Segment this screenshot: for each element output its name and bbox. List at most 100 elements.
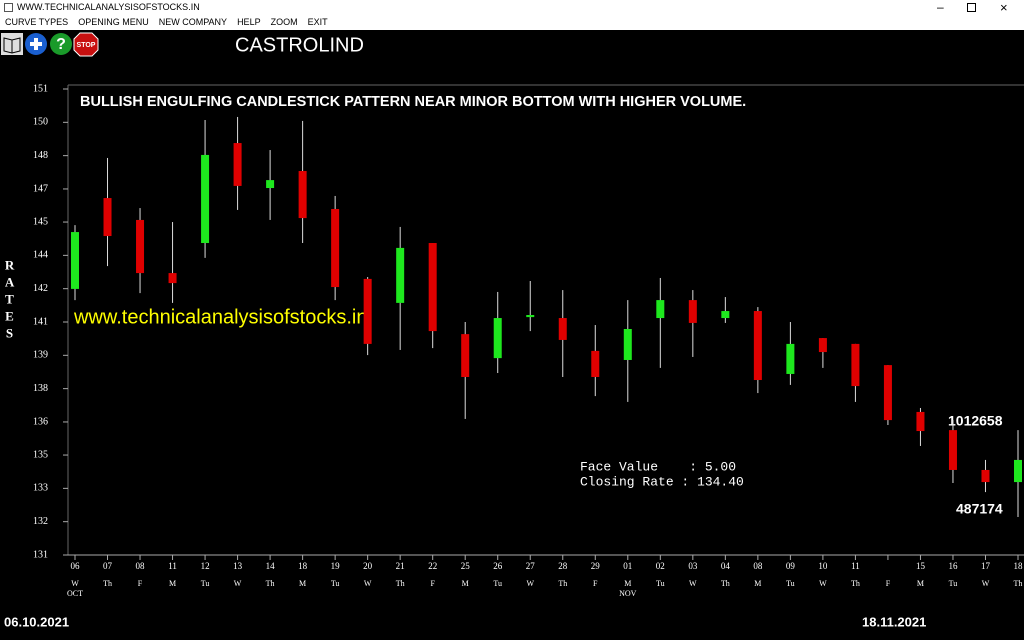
candle-body [493,318,502,359]
weekday-label: F [593,579,598,588]
weekday-label: M [462,579,469,588]
y-tick-label: 144 [33,250,48,261]
candle-body [591,350,600,377]
x-tick-label: 11 [851,561,860,571]
weekday-label: Th [851,579,860,588]
x-tick-label: 16 [948,561,958,571]
candle-body [558,318,567,340]
candle-body [363,278,372,344]
x-tick-label: 26 [493,561,503,571]
weekday-label: W [526,579,534,588]
x-tick-label: 28 [558,561,568,571]
y-tick-label: 147 [33,183,48,194]
weekday-label: Th [558,579,567,588]
menu-item[interactable]: NEW COMPANY [158,17,228,27]
weekday-label: Th [1014,579,1023,588]
help-icon: ? [56,36,66,53]
y-tick-label: 150 [33,117,48,128]
candle-body [656,300,665,319]
window-title: WWW.TECHNICALANALYSISOFSTOCKS.IN [17,2,200,12]
x-tick-label: 10 [818,561,828,571]
candle-body [71,232,79,289]
weekday-label: Th [396,579,405,588]
menu-item[interactable]: OPENING MENU [78,17,149,27]
x-tick-label: 29 [591,561,601,571]
candle-body [266,180,275,189]
candle-body [916,411,925,432]
minimize[interactable]: – [937,0,944,14]
menu-item[interactable]: EXIT [307,17,328,27]
help-button[interactable] [50,33,72,55]
candle-body [753,311,762,381]
candle-body [883,365,892,421]
x-tick-label: 27 [526,561,536,571]
weekday-label: M [299,579,306,588]
x-tick-label: 04 [721,561,731,571]
x-tick-label: 18 [298,561,308,571]
candle-body [623,328,632,360]
weekday-label: W [364,579,372,588]
stop-label: STOP [77,42,96,49]
weekday-label: M [624,579,631,588]
end-date: 18.11.2021 [862,614,926,629]
watermark: www.technicalanalysisofstocks.in [73,306,367,328]
candle-body [981,469,990,483]
y-tick-label: 142 [33,283,48,294]
app-icon [4,3,13,12]
candle-body [948,430,957,470]
x-tick-label: 17 [981,561,991,571]
x-tick-label: 03 [688,561,698,571]
y-tick-label: 132 [33,516,48,527]
menu-bar: CURVE TYPES OPENING MENU NEW COMPANY HELP ZO… [0,15,1024,30]
month-label: OCT [67,589,83,598]
month-label: NOV [619,589,637,598]
weekday-label: W [71,579,79,588]
x-tick-label: 08 [136,561,146,571]
weekday-label: M [754,579,761,588]
candle-body [103,198,112,237]
candle-body [233,143,242,186]
candle-body [526,315,535,318]
x-tick-label: 22 [428,561,437,571]
y-tick-label: 145 [33,216,48,227]
x-tick-label: 02 [656,561,665,571]
candle-body [428,243,437,332]
y-tick-label: 148 [33,150,48,161]
restore[interactable] [967,3,976,12]
x-tick-label: 18 [1014,561,1024,571]
menu-item[interactable]: ZOOM [270,17,298,27]
weekday-label: Tu [201,579,210,588]
y-tick-label: 151 [33,83,48,94]
y-tick-label: 138 [33,383,48,394]
weekday-label: M [917,579,924,588]
chart-title: CASTROLIND [235,34,364,56]
x-tick-label: 08 [753,561,763,571]
weekday-label: W [982,579,990,588]
candle-body [688,300,697,323]
weekday-label: F [430,579,435,588]
weekday-label: Tu [786,579,795,588]
candle-body [331,208,340,288]
y-axis-label: RATES [2,258,17,343]
x-tick-label: 06 [71,561,81,571]
x-tick-label: 14 [266,561,276,571]
menu-item[interactable]: CURVE TYPES [5,17,69,27]
x-tick-label: 25 [461,561,471,571]
plus-icon [30,38,42,50]
weekday-label: F [138,579,143,588]
candle-body [721,311,730,319]
candle-body [298,171,307,219]
weekday-label: F [886,579,891,588]
y-tick-label: 135 [33,449,48,460]
menu-item[interactable]: HELP [237,17,261,27]
weekday-label: Th [721,579,730,588]
x-tick-label: 20 [363,561,373,571]
weekday-label: W [819,579,827,588]
y-tick-label: 133 [33,483,48,494]
weekday-label: Tu [331,579,340,588]
stop-button[interactable] [73,32,99,57]
toolbar: ? STOP [1,32,99,57]
close[interactable]: × [1000,0,1008,15]
candle-body [461,334,470,377]
